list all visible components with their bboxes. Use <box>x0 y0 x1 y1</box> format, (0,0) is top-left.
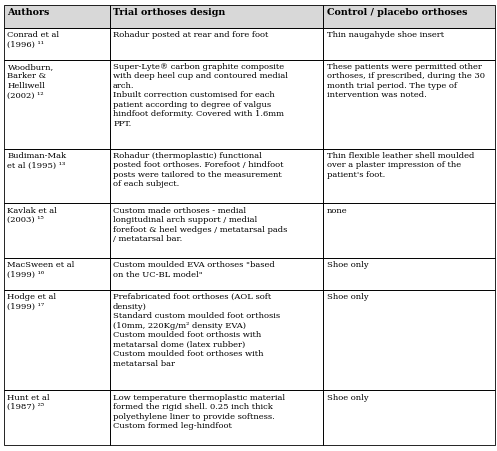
Text: Low temperature thermoplastic material
formed the rigid shell. 0.25 inch thick
p: Low temperature thermoplastic material f… <box>113 393 285 429</box>
Bar <box>323 290 495 391</box>
Text: Authors: Authors <box>7 8 50 17</box>
Bar <box>323 204 495 258</box>
Bar <box>109 149 323 204</box>
Bar <box>109 204 323 258</box>
Text: Conrad et al
(1996) ¹¹: Conrad et al (1996) ¹¹ <box>7 31 60 48</box>
Bar <box>4 258 109 290</box>
Text: Budiman-Mak
et al (1995) ¹³: Budiman-Mak et al (1995) ¹³ <box>7 152 67 169</box>
Text: Woodburn,
Barker &
Helliwell
(2002) ¹²: Woodburn, Barker & Helliwell (2002) ¹² <box>7 63 54 99</box>
Bar <box>109 391 323 445</box>
Text: Super-Lyte® carbon graphite composite
with deep heel cup and contoured medial
ar: Super-Lyte® carbon graphite composite wi… <box>113 63 288 128</box>
Bar <box>323 60 495 149</box>
Bar <box>4 60 109 149</box>
Text: Rohadur (thermoplastic) functional
posted foot orthoses. Forefoot / hindfoot
pos: Rohadur (thermoplastic) functional poste… <box>113 152 283 188</box>
Text: Trial orthoses design: Trial orthoses design <box>113 8 225 17</box>
Bar <box>323 149 495 204</box>
Bar <box>4 391 109 445</box>
Bar <box>109 258 323 290</box>
Bar <box>4 391 109 445</box>
Bar <box>323 6 495 29</box>
Text: MacSween et al
(1999) ¹⁶: MacSween et al (1999) ¹⁶ <box>7 261 75 278</box>
Text: Shoe only: Shoe only <box>327 261 368 269</box>
Text: Rohadur posted at rear and fore foot: Rohadur posted at rear and fore foot <box>113 31 268 39</box>
Bar <box>4 204 109 258</box>
Bar <box>323 391 495 445</box>
Bar <box>323 204 495 258</box>
Bar <box>109 60 323 149</box>
Bar <box>323 258 495 290</box>
Bar <box>323 60 495 149</box>
Bar <box>4 290 109 391</box>
Bar <box>4 258 109 290</box>
Bar <box>323 29 495 60</box>
Bar <box>109 6 323 29</box>
Text: Prefabricated foot orthoses (AOL soft
density)
Standard custom moulded foot orth: Prefabricated foot orthoses (AOL soft de… <box>113 293 280 367</box>
Text: These patients were permitted other
orthoses, if prescribed, during the 30
month: These patients were permitted other orth… <box>327 63 485 99</box>
Bar <box>323 391 495 445</box>
Bar <box>109 391 323 445</box>
Bar <box>323 149 495 204</box>
Bar <box>4 29 109 60</box>
Bar <box>323 258 495 290</box>
Text: none: none <box>327 206 347 214</box>
Bar <box>109 204 323 258</box>
Bar <box>109 290 323 391</box>
Text: Custom moulded EVA orthoses "based
on the UC-BL model": Custom moulded EVA orthoses "based on th… <box>113 261 275 278</box>
Bar <box>323 290 495 391</box>
Bar <box>109 290 323 391</box>
Text: Control / placebo orthoses: Control / placebo orthoses <box>327 8 467 17</box>
Bar <box>323 6 495 29</box>
Text: Hodge et al
(1999) ¹⁷: Hodge et al (1999) ¹⁷ <box>7 293 57 310</box>
Text: Shoe only: Shoe only <box>327 293 368 300</box>
Bar <box>4 6 109 29</box>
Bar <box>4 290 109 391</box>
Bar <box>4 149 109 204</box>
Bar <box>4 29 109 60</box>
Bar <box>109 60 323 149</box>
Text: Shoe only: Shoe only <box>327 393 368 400</box>
Bar <box>323 29 495 60</box>
Bar <box>4 6 109 29</box>
Bar <box>109 258 323 290</box>
Bar <box>109 29 323 60</box>
Text: Thin naugahyde shoe insert: Thin naugahyde shoe insert <box>327 31 444 39</box>
Bar <box>4 204 109 258</box>
Bar <box>4 149 109 204</box>
Bar <box>109 149 323 204</box>
Bar <box>109 6 323 29</box>
Text: Custom made orthoses - medial
longitudinal arch support / medial
forefoot & heel: Custom made orthoses - medial longitudin… <box>113 206 287 243</box>
Text: Thin flexible leather shell moulded
over a plaster impression of the
patient's f: Thin flexible leather shell moulded over… <box>327 152 474 179</box>
Text: Hunt et al
(1987) ²⁵: Hunt et al (1987) ²⁵ <box>7 393 50 410</box>
Text: Kavlak et al
(2003) ¹⁵: Kavlak et al (2003) ¹⁵ <box>7 206 57 224</box>
Bar <box>109 29 323 60</box>
Bar <box>4 60 109 149</box>
